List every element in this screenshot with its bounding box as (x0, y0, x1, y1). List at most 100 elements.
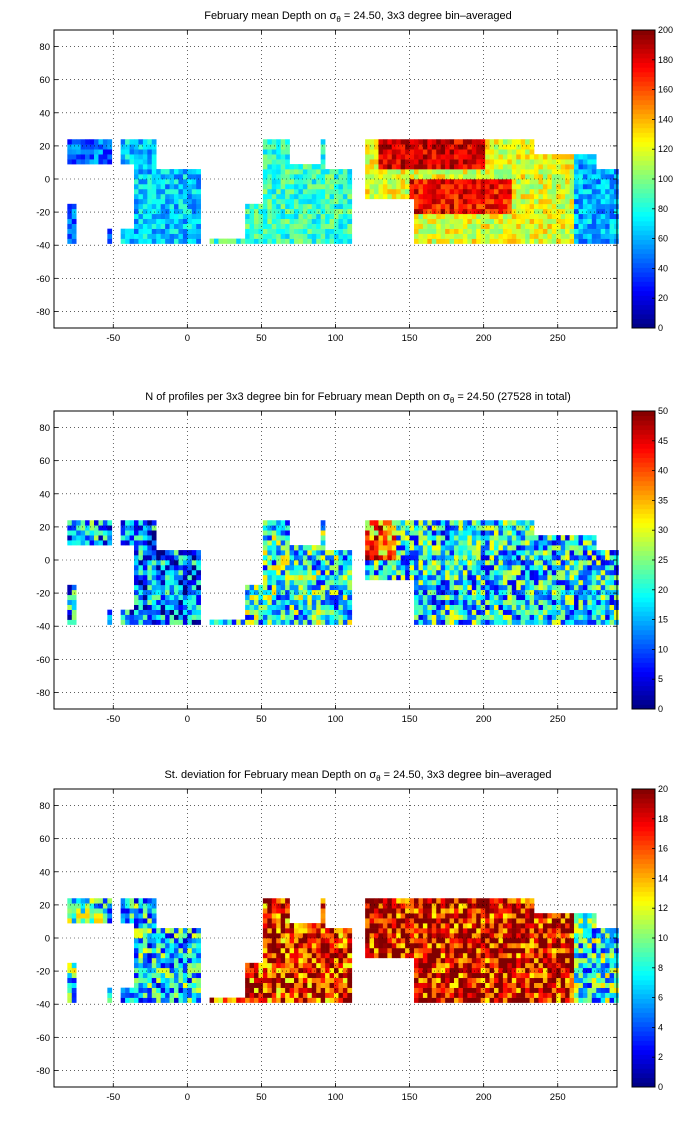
heatmap-cell (178, 560, 184, 566)
colorbar-segment (632, 160, 655, 166)
panel-title: N of profiles per 3x3 degree bin for Feb… (145, 391, 571, 405)
heatmap-cell (147, 238, 153, 244)
heatmap-cell (254, 228, 259, 234)
heatmap-cell (378, 903, 384, 909)
heatmap-cell (374, 159, 379, 165)
heatmap-cell (520, 545, 526, 551)
heatmap-cell (422, 149, 428, 155)
heatmap-cell (142, 913, 148, 919)
heatmap-cell (480, 614, 486, 620)
heatmap-cell (160, 560, 166, 566)
heatmap-cell (307, 238, 313, 244)
heatmap-cell (267, 193, 273, 200)
heatmap-cell (511, 555, 517, 561)
heatmap-cell (422, 579, 428, 586)
heatmap-cell (591, 198, 597, 205)
heatmap-cell (267, 545, 273, 551)
heatmap-cell (427, 193, 433, 200)
heatmap-cell (320, 609, 326, 615)
heatmap-cell (267, 203, 273, 210)
heatmap-cell (174, 574, 179, 581)
heatmap-cell (422, 962, 428, 969)
heatmap-cell (191, 574, 197, 581)
heatmap-cell (160, 957, 166, 964)
heatmap-cell (436, 149, 441, 155)
heatmap-cell (582, 579, 588, 586)
heatmap-cell (369, 174, 375, 180)
heatmap-cell (494, 218, 499, 224)
heatmap-cell (262, 564, 268, 571)
heatmap-cell (151, 903, 157, 909)
heatmap-cell (409, 188, 415, 195)
heatmap-cell (502, 159, 508, 165)
heatmap-cell (511, 540, 517, 546)
heatmap-cell (134, 203, 139, 210)
heatmap-cell (542, 555, 548, 561)
heatmap-cell (534, 594, 539, 601)
heatmap-cell (347, 614, 353, 620)
heatmap-cell (285, 599, 290, 605)
heatmap-cell (160, 982, 166, 988)
heatmap-cell (298, 550, 304, 556)
heatmap-cell (142, 584, 148, 591)
heatmap-cell (267, 913, 273, 919)
heatmap-cell (67, 139, 73, 145)
heatmap-cell (596, 604, 601, 610)
heatmap-cell (471, 584, 477, 591)
heatmap-cell (387, 540, 393, 546)
heatmap-cell (471, 154, 477, 160)
heatmap-cell (307, 584, 313, 591)
heatmap-cell (134, 233, 139, 239)
heatmap-cell (427, 535, 433, 541)
heatmap-cell (414, 218, 419, 224)
heatmap-cell (538, 223, 544, 229)
heatmap-cell (485, 530, 490, 536)
heatmap-cell (151, 208, 157, 215)
heatmap-cell (507, 584, 513, 591)
heatmap-cell (560, 169, 566, 175)
heatmap-cell (67, 614, 73, 620)
heatmap-cell (245, 594, 250, 601)
heatmap-cell (347, 169, 353, 175)
heatmap-cell (138, 947, 144, 954)
heatmap-cell (271, 139, 277, 145)
heatmap-cell (436, 154, 441, 160)
heatmap-cell (271, 179, 277, 185)
heatmap-cell (431, 564, 437, 571)
heatmap-cell (378, 933, 384, 939)
heatmap-cell (578, 198, 584, 205)
heatmap-cell (85, 913, 90, 919)
heatmap-cell (289, 555, 295, 561)
heatmap-cell (138, 594, 144, 601)
heatmap-cell (569, 560, 575, 566)
heatmap-cell (151, 913, 157, 919)
heatmap-cell (347, 560, 353, 566)
heatmap-cell (347, 183, 353, 190)
heatmap-cell (569, 218, 575, 224)
heatmap-cell (316, 223, 321, 229)
heatmap-cell (405, 540, 410, 546)
heatmap-cell (538, 589, 544, 596)
heatmap-cell (276, 139, 281, 145)
heatmap-cell (196, 997, 201, 1003)
heatmap-cell (489, 208, 495, 215)
heatmap-cell (125, 159, 130, 165)
heatmap-cell (134, 159, 139, 165)
heatmap-cell (76, 540, 81, 546)
heatmap-cell (609, 569, 615, 576)
heatmap-cell (538, 614, 544, 620)
heatmap-cell (480, 154, 486, 160)
colorbar-segment (632, 690, 655, 696)
heatmap-cell (302, 957, 308, 964)
heatmap-cell (142, 599, 148, 605)
heatmap-cell (454, 967, 459, 974)
heatmap-cell (605, 193, 610, 200)
heatmap-cell (67, 594, 73, 601)
heatmap-cell (391, 560, 397, 566)
heatmap-cell (347, 550, 353, 556)
heatmap-cell (254, 609, 259, 615)
heatmap-cell (147, 193, 153, 200)
heatmap-cell (436, 599, 441, 605)
heatmap-cell (151, 535, 157, 541)
heatmap-cell (458, 609, 464, 615)
